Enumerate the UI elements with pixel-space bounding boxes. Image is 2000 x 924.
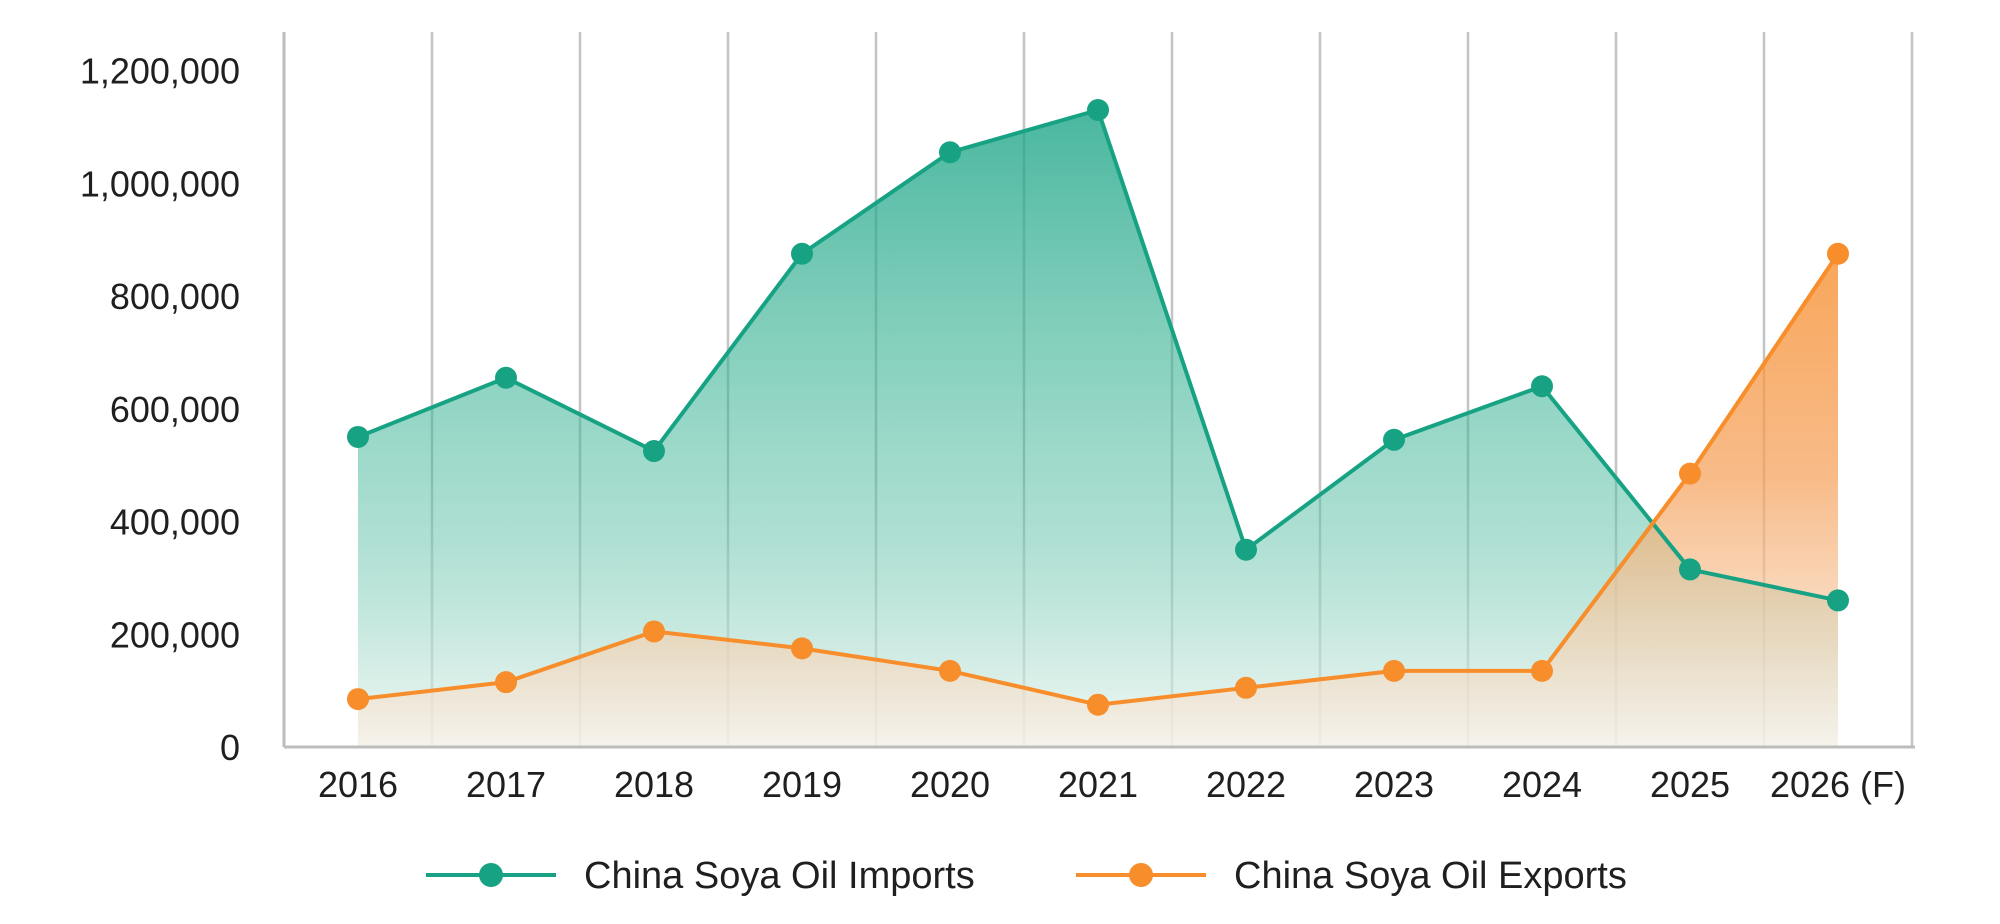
y-tick-label: 600,000	[110, 389, 240, 430]
data-point-imports-2019	[791, 242, 813, 265]
x-tick-label: 2017	[466, 764, 546, 805]
x-tick-label: 2018	[614, 764, 694, 805]
x-tick-label: 2026 (F)	[1770, 764, 1906, 805]
data-point-imports-2021	[1087, 99, 1109, 122]
series-area-exports	[358, 253, 1838, 747]
data-point-exports-2020	[939, 659, 961, 682]
legend-marker-imports	[479, 863, 503, 887]
data-point-exports-2021	[1087, 693, 1109, 716]
x-tick-label: 2023	[1354, 764, 1434, 805]
series-area-imports	[358, 110, 1838, 748]
data-point-exports-2016	[347, 688, 369, 711]
legend-item-imports: China Soya Oil Imports	[426, 855, 975, 897]
x-tick-label: 2021	[1058, 764, 1138, 805]
data-point-exports-2019	[791, 637, 813, 660]
data-point-imports-2017	[495, 366, 517, 389]
y-tick-label: 1,200,000	[80, 51, 240, 92]
data-point-exports-2024	[1531, 659, 1553, 682]
data-point-exports-2025	[1679, 462, 1701, 485]
axes	[282, 32, 1915, 749]
data-point-imports-2023	[1383, 428, 1405, 451]
x-tick-label: 2019	[762, 764, 842, 805]
series-points	[347, 99, 1849, 716]
data-point-exports-2023	[1383, 659, 1405, 682]
legend-item-exports: China Soya Oil Exports	[1076, 855, 1627, 897]
y-tick-label: 0	[220, 727, 240, 768]
series-areas	[358, 110, 1838, 748]
x-tick-label: 2025	[1650, 764, 1730, 805]
data-point-imports-2026f	[1827, 589, 1849, 612]
data-point-imports-2018	[643, 440, 665, 463]
data-point-imports-2024	[1531, 375, 1553, 398]
x-tick-label: 2016	[318, 764, 398, 805]
data-point-imports-2022	[1235, 538, 1257, 561]
y-tick-label: 800,000	[110, 276, 240, 317]
x-axis-tick-labels: 2016 2017 2018 2019 2020 2021 2022 2023 2024 2025…	[318, 764, 1906, 805]
legend-label-imports: China Soya Oil Imports	[584, 855, 975, 897]
data-point-exports-2022	[1235, 676, 1257, 699]
y-axis-tick-labels: 0 200,000 400,000 600,000 800,000 1,000,000 1,…	[80, 51, 240, 768]
x-tick-label: 2020	[910, 764, 990, 805]
y-tick-label: 400,000	[110, 502, 240, 543]
data-point-imports-2016	[347, 425, 369, 448]
x-tick-label: 2024	[1502, 764, 1582, 805]
data-point-imports-2020	[939, 141, 961, 164]
legend: China Soya Oil Imports China Soya Oil Exp…	[426, 855, 1627, 897]
legend-label-exports: China Soya Oil Exports	[1234, 855, 1627, 897]
y-tick-label: 1,000,000	[80, 163, 240, 204]
data-point-imports-2025	[1679, 558, 1701, 581]
y-tick-label: 200,000	[110, 614, 240, 655]
data-point-exports-2026f	[1827, 242, 1849, 265]
data-point-exports-2018	[643, 620, 665, 643]
x-tick-label: 2022	[1206, 764, 1286, 805]
legend-marker-exports	[1129, 863, 1153, 887]
data-point-exports-2017	[495, 671, 517, 694]
